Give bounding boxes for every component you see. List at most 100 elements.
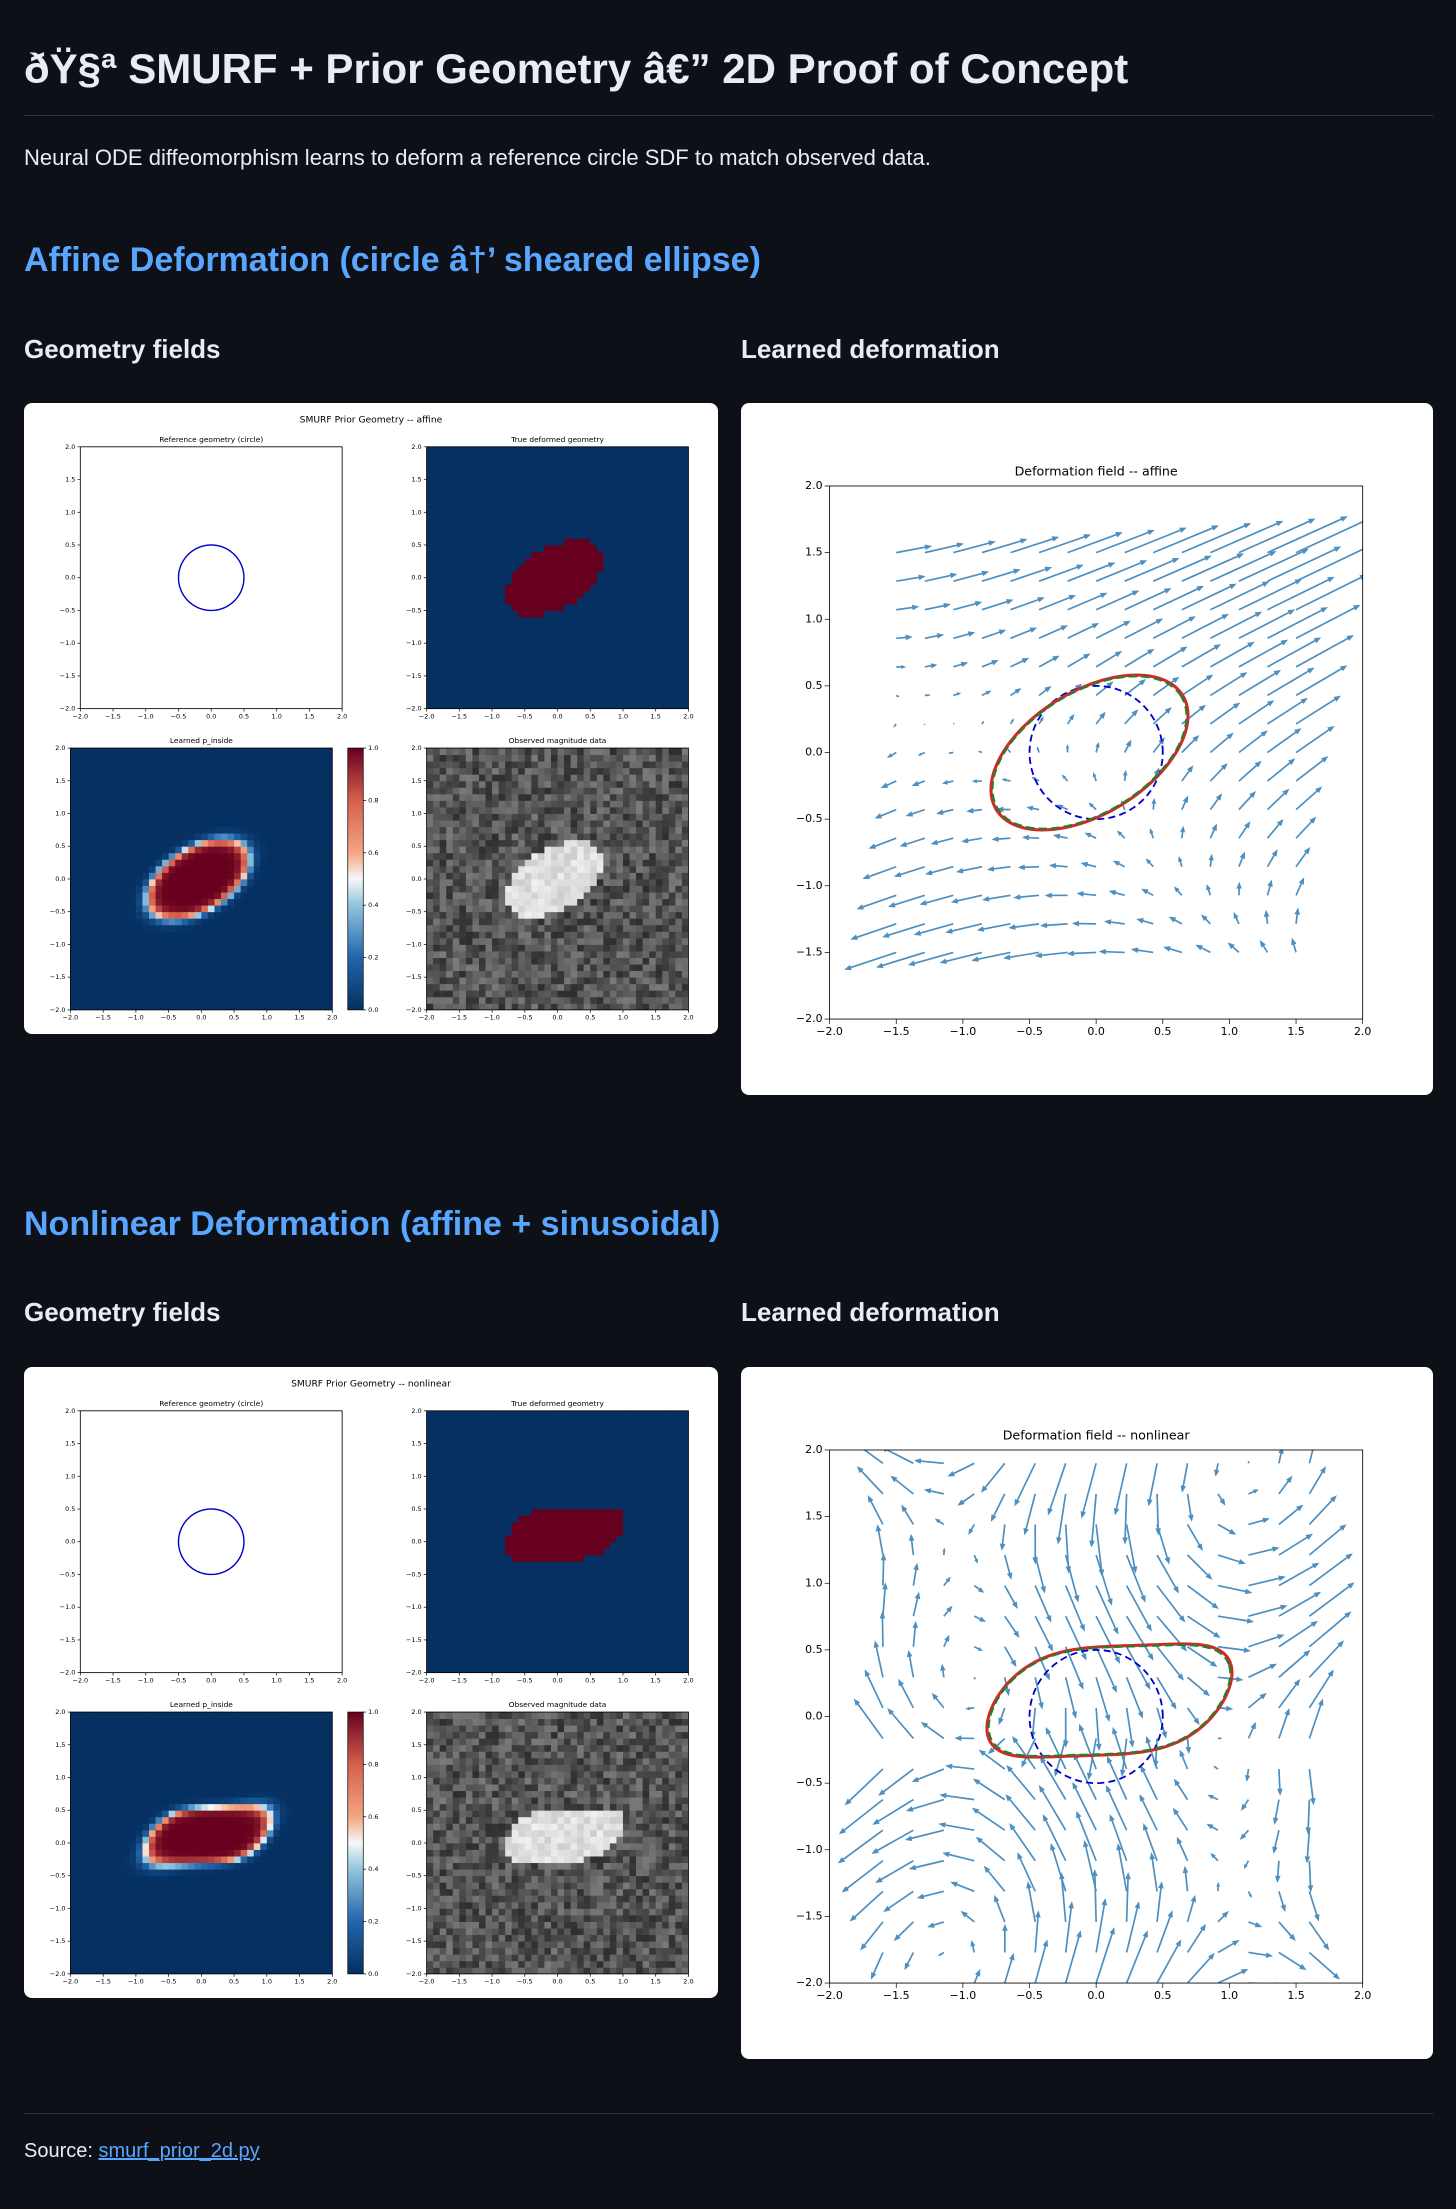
pixel <box>129 878 137 886</box>
pixel <box>465 820 473 828</box>
pixel <box>465 826 473 834</box>
pixel <box>155 983 163 991</box>
x-tick-label: −2.0 <box>63 1014 79 1022</box>
pixel <box>518 964 526 972</box>
pixel <box>452 584 460 592</box>
pixel <box>622 486 630 494</box>
pixel <box>675 446 683 454</box>
pixel <box>577 806 585 814</box>
pixel <box>498 944 506 952</box>
pixel <box>459 1003 467 1010</box>
pixel <box>70 826 78 834</box>
pixel <box>426 885 434 893</box>
pixel <box>583 898 591 906</box>
pixel <box>459 446 467 454</box>
pixel <box>214 996 222 1004</box>
pixel <box>570 872 578 880</box>
pixel <box>452 577 460 585</box>
pixel <box>649 898 657 906</box>
pixel <box>426 761 434 769</box>
pixel <box>524 931 532 939</box>
pixel <box>675 820 683 828</box>
pixel <box>531 950 539 958</box>
pixel <box>531 682 539 690</box>
pixel <box>544 682 552 690</box>
pixel <box>452 1003 460 1010</box>
pixel <box>96 957 104 965</box>
pixel <box>642 538 650 546</box>
pixel <box>439 702 447 709</box>
pixel <box>511 545 519 552</box>
pixel <box>207 964 215 972</box>
pixel <box>557 787 565 795</box>
pixel <box>122 774 130 782</box>
pixel <box>465 793 473 801</box>
pixel <box>96 774 104 782</box>
pixel <box>603 689 611 696</box>
pixel <box>207 911 215 919</box>
pixel <box>247 878 255 886</box>
pixel <box>550 551 558 559</box>
pixel <box>465 662 473 670</box>
pixel <box>557 636 565 644</box>
pixel <box>603 748 611 756</box>
pixel <box>155 754 163 762</box>
pixel <box>286 800 294 808</box>
pixel <box>636 964 644 972</box>
pixel <box>135 846 143 854</box>
pixel <box>478 584 486 592</box>
pixel <box>583 800 591 808</box>
pixel <box>668 892 676 900</box>
pixel <box>557 630 565 638</box>
pixel <box>583 964 591 972</box>
pixel <box>306 957 314 965</box>
pixel <box>325 878 333 886</box>
pixel <box>668 610 676 618</box>
pixel <box>181 748 189 756</box>
pixel <box>681 950 689 958</box>
pixel <box>234 833 242 841</box>
pixel <box>227 793 235 801</box>
pixel <box>550 898 558 906</box>
pixel <box>273 754 281 762</box>
pixel <box>459 950 467 958</box>
pixel <box>465 990 473 998</box>
pixel <box>175 937 183 945</box>
pixel <box>609 446 617 454</box>
pixel <box>596 833 604 841</box>
pixel <box>544 905 552 913</box>
pixel <box>168 748 176 756</box>
pixel <box>433 846 441 854</box>
pixel <box>116 813 124 821</box>
source-link[interactable]: smurf_prior_2d.py <box>98 2140 260 2162</box>
pixel <box>622 977 630 985</box>
pixel <box>286 813 294 821</box>
pixel <box>590 878 598 886</box>
pixel <box>279 859 287 867</box>
pixel <box>590 702 598 709</box>
pixel <box>642 800 650 808</box>
pixel <box>77 964 84 972</box>
pixel <box>675 486 683 494</box>
pixel <box>446 892 454 900</box>
pixel <box>662 446 670 454</box>
x-tick-label: 0.0 <box>206 712 216 720</box>
pixel <box>629 892 637 900</box>
pixel <box>234 944 242 952</box>
pixel <box>622 518 630 526</box>
pixel <box>485 545 493 552</box>
pixel <box>221 977 228 985</box>
pixel <box>485 538 493 546</box>
pixel <box>675 675 683 683</box>
pixel <box>524 643 532 651</box>
pixel <box>550 689 558 696</box>
pixel <box>221 833 228 841</box>
pixel <box>319 905 327 913</box>
pixel <box>221 898 228 906</box>
pixel <box>459 466 467 474</box>
pixel <box>485 610 493 618</box>
pixel <box>433 649 441 657</box>
pixel <box>662 846 670 854</box>
pixel <box>234 885 242 893</box>
pixel <box>446 748 454 756</box>
